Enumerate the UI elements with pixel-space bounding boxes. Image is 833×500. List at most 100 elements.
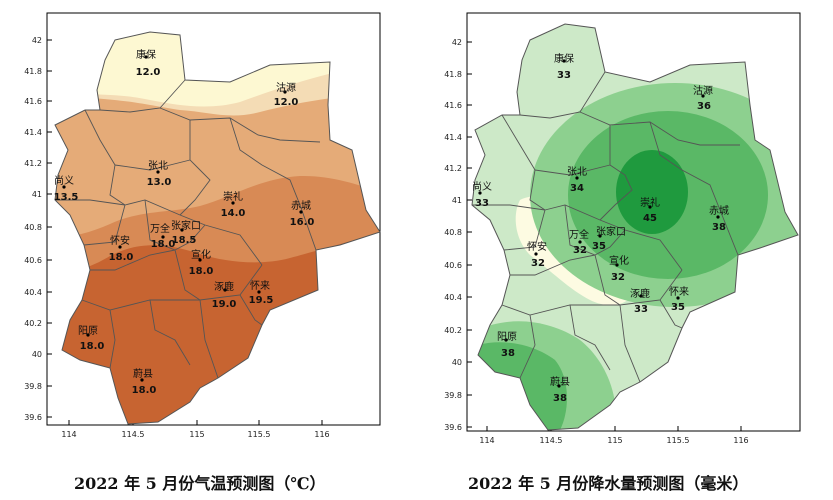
- x-tick: 114.5: [540, 436, 563, 445]
- x-tick: 116: [314, 430, 329, 439]
- station-value-zhangjiakou: 18.5: [172, 235, 197, 246]
- station-value-xuanhua: 18.0: [189, 266, 214, 277]
- county-borders: [472, 71, 740, 383]
- station-dot: [575, 176, 579, 180]
- station-dot: [615, 263, 619, 267]
- y-tick: 40: [452, 358, 462, 367]
- x-tick: 115: [607, 436, 622, 445]
- station-dot: [716, 215, 720, 219]
- station-dot: [161, 235, 165, 239]
- temperature-forecast-map: 42 41.8 41.6 41.4 41.2 41 40.8 40.6 40.4…: [0, 0, 400, 445]
- station-value-chicheng: 16.0: [290, 217, 315, 228]
- station-value-shangyi: 13.5: [54, 192, 79, 203]
- station-name-wanquan: 万全: [150, 222, 170, 235]
- station-dot: [140, 378, 144, 382]
- station-name-yuxian: 蔚县: [550, 376, 570, 388]
- temperature-map-caption: 2022 年 5 月份气温预测图（℃）: [74, 474, 326, 493]
- x-tick: 115.5: [248, 430, 271, 439]
- station-value-huailai: 35: [671, 302, 685, 313]
- y-tick: 39.8: [444, 391, 462, 400]
- station-dot: [156, 170, 160, 174]
- station-name-zhuolu: 涿鹿: [630, 287, 650, 300]
- station-labels: 康保 12.0 沽源 12.0 尚义 13.5 张北 13.0 崇礼 14.0 …: [54, 48, 315, 396]
- station-name-shangyi: 尚义: [54, 174, 74, 187]
- station-dot: [504, 338, 508, 342]
- station-dot: [86, 333, 90, 337]
- y-tick: 41.8: [24, 67, 42, 76]
- y-tick: 41.4: [444, 133, 462, 142]
- region-outline: [54, 31, 381, 425]
- station-dot: [299, 210, 303, 214]
- y-axis-ticks: 42 41.8 41.6 41.4 41.2 41 40.8 40.6 40.4…: [24, 36, 52, 422]
- station-value-zhangbei: 13.0: [147, 177, 172, 188]
- y-tick: 39.6: [24, 413, 42, 422]
- station-name-zhangjiakou: 张家口: [171, 219, 201, 232]
- station-value-huaian: 32: [531, 258, 545, 269]
- x-tick: 115.5: [667, 436, 690, 445]
- y-tick: 41: [32, 190, 42, 199]
- y-axis-ticks: 42 41.8 41.6 41.4 41.2 41 40.8 40.6 40.4…: [444, 38, 472, 432]
- station-dot: [62, 185, 66, 189]
- station-value-huaian: 18.0: [109, 252, 134, 263]
- station-name-zhuolu: 涿鹿: [214, 280, 234, 293]
- y-tick: 40.2: [444, 326, 462, 335]
- station-dot: [144, 55, 148, 59]
- station-name-huailai: 怀来: [669, 286, 689, 298]
- x-tick: 116: [733, 436, 748, 445]
- station-name-yuxian: 蔚县: [133, 368, 153, 380]
- y-tick: 42: [452, 38, 462, 47]
- station-dot: [557, 384, 561, 388]
- station-name-wanquan: 万全: [569, 228, 589, 241]
- y-tick: 39.8: [24, 382, 42, 391]
- x-axis-ticks: 114 114.5 115 115.5 116: [479, 426, 749, 445]
- x-tick: 115: [189, 430, 204, 439]
- station-name-zhangbei: 张北: [148, 160, 168, 172]
- station-dot: [598, 234, 602, 238]
- station-dot: [578, 240, 582, 244]
- station-value-zhangbei: 34: [570, 183, 584, 194]
- region-outline: [471, 23, 799, 431]
- station-value-yangyuan: 18.0: [80, 341, 105, 352]
- station-dot: [562, 59, 566, 63]
- station-value-yuxian: 38: [553, 393, 567, 404]
- y-tick: 40.6: [24, 256, 42, 265]
- y-tick: 40.6: [444, 261, 462, 270]
- station-name-kangbao: 康保: [136, 48, 156, 61]
- station-value-kangbao: 12.0: [136, 67, 161, 78]
- x-tick: 114: [61, 430, 76, 439]
- station-value-zhuolu: 19.0: [212, 299, 237, 310]
- y-tick: 41.2: [444, 164, 462, 173]
- station-name-zhangbei: 张北: [567, 166, 587, 178]
- station-name-xuanhua: 宣化: [609, 254, 629, 267]
- station-value-huailai: 19.5: [249, 295, 274, 306]
- y-tick: 40.4: [444, 293, 462, 302]
- station-name-chongli: 崇礼: [223, 190, 243, 203]
- y-tick: 40.4: [24, 288, 42, 297]
- station-dot: [257, 290, 261, 294]
- station-value-shangyi: 33: [475, 198, 489, 209]
- station-dot: [701, 94, 705, 98]
- precipitation-forecast-map: 42 41.8 41.6 41.4 41.2 41 40.8 40.6 40.4…: [420, 0, 833, 445]
- station-name-chicheng: 赤城: [291, 200, 311, 212]
- station-dot: [478, 191, 482, 195]
- station-dot: [534, 252, 538, 256]
- station-value-zhangjiakou: 35: [592, 241, 606, 252]
- station-name-zhangjiakou: 张家口: [596, 225, 626, 238]
- y-tick: 40.8: [444, 228, 462, 237]
- y-tick: 41: [452, 196, 462, 205]
- y-tick: 41.4: [24, 128, 42, 137]
- station-value-chongli: 45: [643, 213, 657, 224]
- station-value-guyuan: 12.0: [274, 97, 299, 108]
- y-tick: 41.6: [24, 97, 42, 106]
- station-dot: [231, 201, 235, 205]
- station-dot: [118, 245, 122, 249]
- station-dot: [180, 228, 184, 232]
- station-name-shangyi: 尚义: [472, 180, 492, 193]
- station-name-huaian: 怀安: [110, 234, 130, 247]
- station-value-xuanhua: 32: [611, 272, 625, 283]
- station-value-chicheng: 38: [712, 222, 726, 233]
- station-value-zhuolu: 33: [634, 304, 648, 315]
- y-tick: 39.6: [444, 423, 462, 432]
- y-tick: 42: [32, 36, 42, 45]
- station-dot: [283, 90, 287, 94]
